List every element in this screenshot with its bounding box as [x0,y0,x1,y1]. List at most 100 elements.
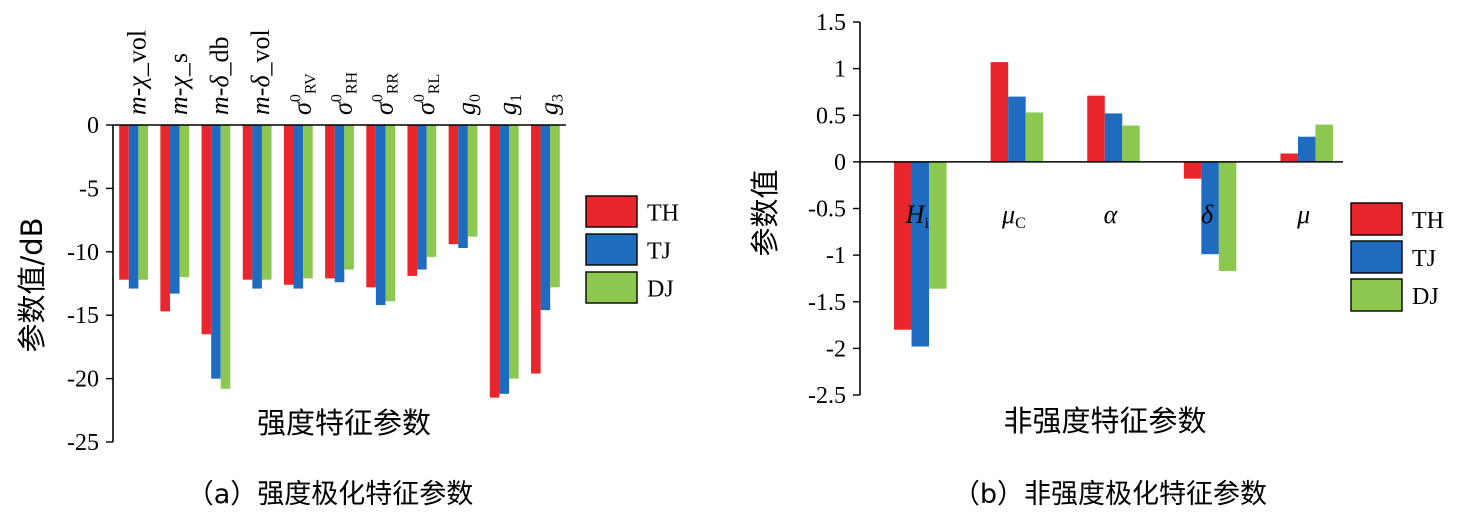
chart-b-bar-tj [1008,96,1026,162]
chart-a-bar-th [160,125,170,312]
chart-a-bar-tj [252,125,262,289]
chart-b-ytick-label: 0 [834,150,846,176]
chart-a-category-label: m-χ_vol [123,30,152,115]
chart-a-bar-dj [220,125,231,389]
chart-a-bar-th [283,125,294,285]
chart-b-bar-tj [1201,161,1219,255]
chart-b-bar-th [990,62,1009,162]
chart-a-category-label: σ0RH [329,72,361,116]
chart-b-ytick-label: 0.5 [816,103,846,129]
chart-b-ytick-label: -1 [826,243,846,269]
chart-b-category-label: α [1104,200,1119,229]
chart-a-bar-dj [179,125,190,278]
chart-a-bar-dj [138,125,148,280]
chart-a-category-label: m-δ_vol [246,29,275,115]
chart-a-category-label: m-δ_db [205,36,234,115]
chart-a-category-label: g3 [534,94,566,115]
chart-b-ytick-label: -0.5 [808,197,846,223]
chart-a-legend-label-tj: TJ [647,239,671,265]
chart-b-ytick-label: -2 [826,336,846,362]
chart-a-bar-tj [499,125,510,394]
chart-a-legend-swatch-th [585,195,638,228]
chart-a-bar-th [201,125,212,335]
chart-a-bar-th [531,125,541,374]
chart-a-ytick-label: -10 [67,240,99,266]
chart-a-bar-dj [509,125,519,379]
chart-a-bar-tj [540,125,551,311]
chart-b-bar-dj [1218,161,1237,271]
chart-a-bar-dj [385,125,396,302]
chart-b-category-labels: Hi μC α δ μ [905,200,1311,232]
chart-b-legend-label-th: TH [1412,208,1444,234]
chart-a-bar-tj [128,125,139,289]
chart-b-legend-swatch-dj [1350,278,1403,312]
chart-b-bar-th [1280,153,1298,162]
chart-a-ytick-label: -5 [79,176,99,202]
chart-a-category-label: g0 [452,94,484,115]
chart-a-bar-th [489,125,500,398]
chart-b-legend-label-tj: TJ [1412,246,1436,272]
chart-a-bar-dj [344,125,354,270]
chart-b-legend-swatch-tj [1350,240,1403,274]
chart-a-category-label: m-χ_s [164,53,193,115]
chart-a-bar-dj [467,125,478,237]
chart-a-bar-tj [458,125,468,248]
chart-b-bar-dj [1122,125,1140,162]
chart-a-category-label: σ0RL [411,74,443,115]
chart-b-category-label: Hi [905,200,930,232]
chart-a-bar-th [119,125,129,280]
chart-b-bar-dj [929,161,947,289]
chart-b-bar-dj [1315,124,1333,162]
chart-a-bar-th [242,125,253,280]
chart-b-category-label: δ [1201,200,1214,229]
chart-a-legend: TH TJ DJ [585,195,679,304]
chart-a-y-label: 参数值/dB [15,217,49,352]
chart-a-category-label: g1 [493,94,525,115]
chart-b-legend: TH TJ DJ [1350,202,1444,312]
chart-b-bar-tj [1104,113,1123,162]
chart-a-category-label: σ0RV [287,73,319,115]
chart-a-intensity: 0 -5 -10 -15 -20 -25 m-χ_vol m-χ_s m-δ_db m-δ_vo… [15,29,679,510]
chart-b-legend-swatch-th [1350,202,1403,236]
chart-a-y-ticks: 0 -5 -10 -15 -20 -25 [67,113,113,456]
chart-b-caption: （b）非强度极化特征参数 [953,479,1267,510]
chart-a-bar-th [366,125,376,288]
chart-b-bar-th [1183,161,1202,179]
chart-a-legend-label-dj: DJ [647,277,674,303]
chart-a-ytick-label: -15 [67,303,99,329]
chart-a-bar-dj [550,125,560,288]
chart-b-non-intensity: 1.5 1 0.5 0 -0.5 -1 -1.5 -2 -2.5 Hi μC α δ μ 参数值 非强度… [748,10,1444,510]
chart-a-bar-tj [293,125,304,289]
chart-a-bar-dj [426,125,437,257]
chart-a-bar-dj [303,125,313,279]
chart-a-x-label: 强度特征参数 [257,406,431,440]
chart-a-bar-th [325,125,335,279]
chart-b-y-label: 参数值 [748,169,782,256]
chart-a-bar-dj [261,125,272,280]
chart-b-bars [894,62,1333,347]
chart-a-bar-tj [211,125,221,379]
chart-b-legend-label-dj: DJ [1412,284,1439,310]
chart-a-caption: （a）强度极化特征参数 [187,479,474,510]
chart-a-legend-swatch-dj [585,271,638,304]
chart-a-legend-label-th: TH [647,201,679,227]
chart-b-bar-dj [1025,112,1044,162]
chart-a-ytick-label: -25 [67,430,99,456]
chart-b-bar-tj [911,161,930,347]
chart-a-ytick-label: -20 [67,367,99,393]
chart-a-bars [119,125,560,398]
chart-b-ytick-label: -2.5 [808,383,846,409]
chart-b-bar-th [894,161,912,330]
chart-b-x-label: 非强度特征参数 [1003,404,1206,438]
chart-a-ytick-label: 0 [87,113,99,139]
chart-a-bar-tj [375,125,386,306]
chart-a-bar-tj [169,125,180,294]
chart-a-bar-tj [334,125,345,283]
chart-b-category-label: μC [1001,200,1026,232]
chart-a-legend-swatch-tj [585,233,638,266]
chart-a-bar-tj [417,125,427,270]
chart-a-bar-th [448,125,459,245]
chart-a-bar-th [407,125,418,276]
chart-b-ytick-label: 1.5 [816,10,846,36]
